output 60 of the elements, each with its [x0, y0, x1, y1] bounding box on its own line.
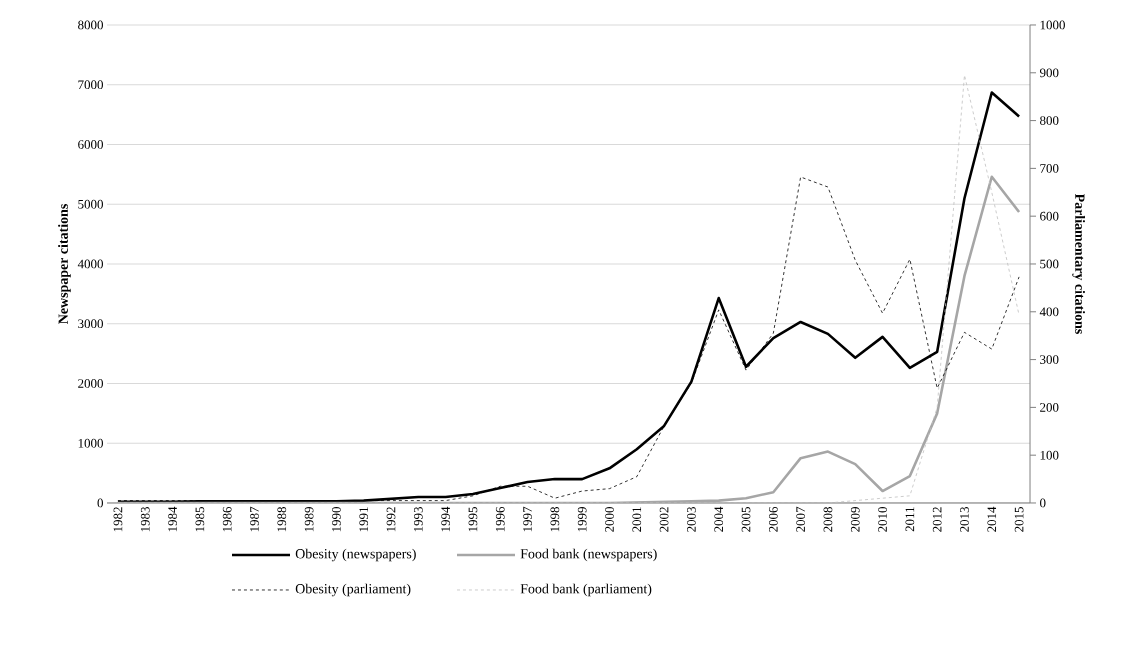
- legend-label: Obesity (newspapers): [295, 548, 416, 562]
- legend-label: Food bank (newspapers): [520, 548, 657, 562]
- x-tick-label: 2014: [987, 506, 997, 532]
- y2-tick-label: 400: [1039, 307, 1059, 317]
- y-tick-label: 4000: [77, 259, 103, 269]
- y2-tick-label: 700: [1040, 164, 1059, 173]
- y2-tick-label: 100: [1040, 450, 1059, 460]
- y2-tick-label: 500: [1040, 259, 1059, 269]
- x-tick-label: 1989: [304, 507, 314, 532]
- x-tick-label: 1984: [168, 506, 177, 532]
- x-tick-label: 1990: [332, 507, 341, 532]
- y-tick-label: 1000: [78, 438, 103, 448]
- x-tick-label: 1993: [413, 507, 423, 532]
- x-tick-label: 2009: [850, 507, 860, 532]
- x-tick-label: 1986: [222, 506, 232, 532]
- y2-tick-label: 200: [1040, 403, 1059, 412]
- x-tick-label: 1985: [195, 507, 205, 532]
- x-tick-label: 2002: [659, 507, 669, 532]
- x-tick-label: 1999: [577, 507, 587, 532]
- y-tick-label: 8000: [78, 20, 103, 30]
- x-tick-label: 1998: [550, 507, 560, 532]
- y-tick-label: 0: [97, 498, 103, 508]
- y2-tick-label: 800: [1040, 116, 1059, 125]
- y2-axis-title: Parliamentary citations: [1072, 193, 1085, 334]
- legend-label: Obesity (parliament): [295, 583, 411, 597]
- x-tick-label: 2011: [905, 507, 915, 532]
- x-tick-label: 1987: [250, 506, 259, 532]
- y2-tick-label: 1000: [1040, 20, 1065, 30]
- y-tick-label: 3000: [78, 319, 103, 329]
- x-tick-label: 2015: [1014, 507, 1024, 532]
- x-tick-label: 2001: [632, 507, 642, 532]
- x-tick-label: 1988: [277, 507, 287, 532]
- x-tick-label: 1996: [495, 506, 505, 532]
- x-tick-label: 1982: [113, 507, 123, 532]
- y-tick-label: 5000: [78, 199, 103, 209]
- x-tick-label: 2003: [687, 507, 696, 532]
- x-tick-label: 2010: [878, 507, 887, 532]
- y2-tick-label: 300: [1040, 355, 1059, 364]
- x-tick-label: 1983: [140, 507, 150, 532]
- legend-label: Food bank (parliament): [520, 583, 652, 597]
- x-tick-label: 2008: [823, 507, 833, 532]
- x-tick-label: 1995: [468, 507, 478, 532]
- y2-tick-label: 600: [1040, 211, 1059, 221]
- x-tick-label: 1992: [386, 507, 396, 532]
- y2-tick-label: 0: [1040, 498, 1046, 508]
- x-tick-label: 2005: [741, 507, 751, 532]
- y-tick-label: 2000: [78, 379, 103, 388]
- y-tick-label: 7000: [78, 80, 103, 90]
- x-tick-label: 2007: [796, 506, 805, 532]
- x-tick-label: 2000: [605, 507, 614, 532]
- x-tick-label: 2006: [768, 506, 778, 532]
- x-tick-label: 2012: [932, 507, 942, 532]
- x-tick-label: 2013: [960, 507, 969, 532]
- x-tick-label: 1994: [441, 506, 450, 532]
- y-axis-title: Newspaper citations: [58, 204, 71, 324]
- y-tick-label: 6000: [78, 140, 103, 149]
- x-tick-label: 2004: [714, 506, 724, 532]
- y2-tick-label: 900: [1039, 68, 1059, 78]
- x-tick-label: 1997: [523, 506, 532, 532]
- x-tick-label: 1991: [359, 507, 369, 532]
